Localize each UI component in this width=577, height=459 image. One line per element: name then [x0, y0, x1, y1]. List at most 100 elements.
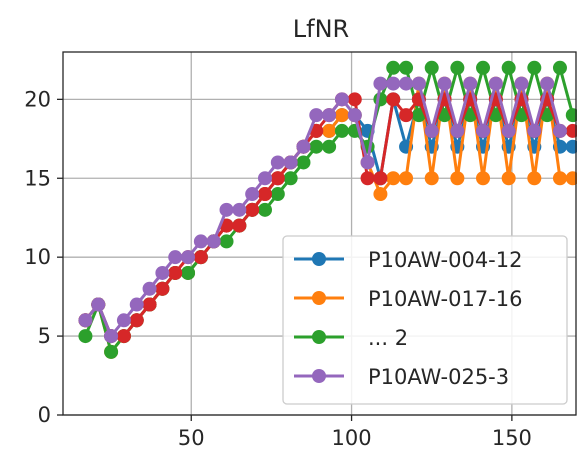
data-point [78, 329, 93, 344]
y-tick-label: 10 [24, 245, 51, 269]
data-point [245, 187, 260, 202]
data-point [193, 234, 208, 249]
legend-marker [312, 369, 326, 383]
x-tick-label: 50 [178, 426, 205, 450]
data-point [488, 76, 503, 91]
data-point [322, 123, 337, 138]
data-point [501, 60, 516, 75]
data-point [181, 265, 196, 280]
x-tick-label: 100 [332, 426, 372, 450]
data-point [476, 60, 491, 75]
legend-box [282, 235, 568, 405]
data-point [501, 123, 516, 138]
data-point [168, 250, 183, 265]
data-point [257, 171, 272, 186]
data-point [399, 60, 414, 75]
legend-marker [312, 252, 326, 266]
data-point [527, 123, 542, 138]
data-point [129, 313, 144, 328]
data-point [565, 171, 577, 186]
data-point [168, 265, 183, 280]
data-point [565, 123, 577, 138]
data-point [373, 171, 388, 186]
data-point [334, 92, 349, 107]
data-point [565, 139, 577, 154]
data-point [232, 218, 247, 233]
x-tick-label: 150 [492, 426, 532, 450]
data-point [399, 76, 414, 91]
legend-marker [312, 330, 326, 344]
plot-frame [62, 51, 577, 416]
data-point [116, 329, 131, 344]
data-point [270, 155, 285, 170]
legend-item: P10AW-004-12 [294, 248, 522, 272]
data-point [360, 155, 375, 170]
legend-item: P10AW-017-16 [294, 287, 522, 311]
data-point [142, 281, 157, 296]
data-point [334, 108, 349, 123]
data-point [373, 92, 388, 107]
data-point [514, 76, 529, 91]
data-point [552, 171, 567, 186]
series-layer [78, 60, 577, 359]
data-point [463, 76, 478, 91]
data-point [386, 171, 401, 186]
data-point [360, 171, 375, 186]
data-point [257, 202, 272, 217]
data-point [450, 123, 465, 138]
data-point [476, 171, 491, 186]
data-point [399, 108, 414, 123]
legend-label: P10AW-025-3 [368, 365, 509, 389]
data-point [104, 344, 119, 359]
y-tick-label: 0 [38, 403, 51, 427]
data-point [219, 234, 234, 249]
data-point [116, 313, 131, 328]
data-point [257, 187, 272, 202]
data-point [270, 187, 285, 202]
chart-title: LfNR [293, 15, 349, 43]
data-point [450, 60, 465, 75]
y-tick-label: 20 [24, 87, 51, 111]
tick-layer: 50 100 150 0 5 10 15 20 [24, 87, 532, 450]
data-point [322, 139, 337, 154]
data-point [181, 250, 196, 265]
data-point [245, 202, 260, 217]
data-point [270, 171, 285, 186]
data-point [373, 76, 388, 91]
legend-item: ... 2 [294, 326, 408, 350]
data-point [283, 155, 298, 170]
data-point [386, 92, 401, 107]
data-point [501, 171, 516, 186]
data-point [232, 202, 247, 217]
data-point [476, 123, 491, 138]
data-point [399, 171, 414, 186]
data-point [78, 313, 93, 328]
y-tick-label: 5 [38, 324, 51, 348]
data-point [296, 155, 311, 170]
data-point [193, 250, 208, 265]
data-point [373, 187, 388, 202]
data-point [450, 171, 465, 186]
data-point [347, 92, 362, 107]
data-point [129, 297, 144, 312]
data-point [296, 139, 311, 154]
data-point [552, 123, 567, 138]
data-point [527, 171, 542, 186]
data-point [347, 108, 362, 123]
data-point [142, 297, 157, 312]
data-point [437, 76, 452, 91]
data-point [334, 123, 349, 138]
data-point [91, 297, 106, 312]
legend-label: P10AW-017-16 [368, 287, 522, 311]
data-point [424, 60, 439, 75]
data-point [309, 108, 324, 123]
data-point [219, 202, 234, 217]
data-point [104, 329, 119, 344]
data-point [527, 60, 542, 75]
data-point [155, 265, 170, 280]
data-point [322, 108, 337, 123]
data-point [552, 60, 567, 75]
y-tick-label: 15 [24, 166, 51, 190]
series-4 [78, 76, 567, 344]
